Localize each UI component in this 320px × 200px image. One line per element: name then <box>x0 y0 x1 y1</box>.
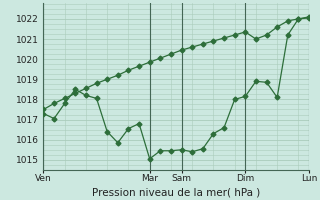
X-axis label: Pression niveau de la mer( hPa ): Pression niveau de la mer( hPa ) <box>92 187 260 197</box>
